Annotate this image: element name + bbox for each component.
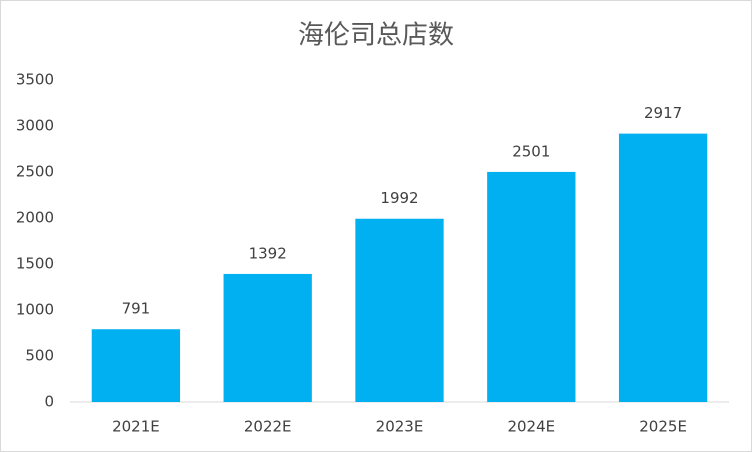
- x-tick-label: 2022E: [244, 418, 292, 436]
- x-tick-label: 2024E: [507, 418, 555, 436]
- bar: [223, 273, 312, 402]
- x-tick-label: 2025E: [639, 418, 687, 436]
- data-label: 2917: [644, 104, 682, 122]
- y-tick-label: 3000: [16, 117, 54, 135]
- y-tick-label: 0: [44, 393, 54, 411]
- data-label: 2501: [512, 142, 550, 160]
- bar: [355, 218, 444, 402]
- y-tick-label: 1500: [16, 255, 54, 273]
- x-tick-label: 2023E: [376, 418, 424, 436]
- data-label: 1992: [380, 189, 418, 207]
- chart-title: 海伦司总店数: [298, 21, 454, 51]
- y-tick-label: 1000: [16, 301, 54, 319]
- bar: [91, 329, 181, 402]
- data-label: 791: [122, 300, 151, 318]
- y-tick-label: 500: [25, 347, 54, 365]
- y-tick-label: 2500: [16, 163, 54, 181]
- x-tick-label: 2021E: [112, 418, 160, 436]
- bar: [487, 171, 576, 402]
- data-label: 1392: [249, 244, 287, 262]
- bar: [618, 133, 708, 403]
- y-tick-label: 2000: [16, 209, 54, 227]
- y-tick-label: 3500: [16, 71, 54, 89]
